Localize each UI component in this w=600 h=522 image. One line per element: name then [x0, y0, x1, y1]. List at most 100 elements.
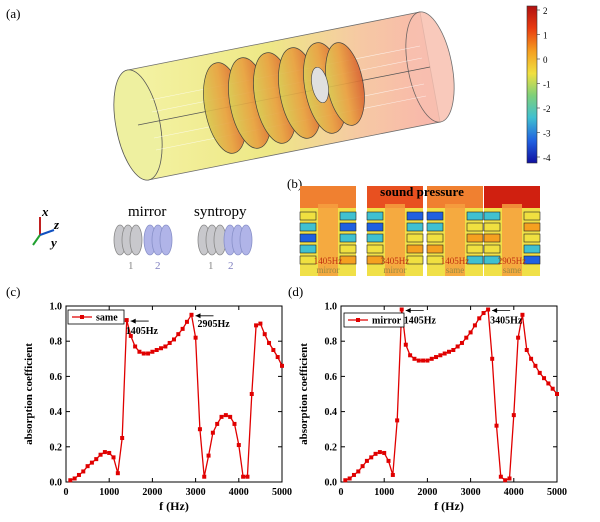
- pressure-cell-freq: 2905Hz: [498, 256, 527, 266]
- data-point: [403, 342, 408, 347]
- syntropy-label: syntropy: [194, 204, 247, 220]
- data-point: [516, 335, 521, 340]
- data-point: [85, 464, 90, 469]
- axes-icon: x z y: [32, 204, 60, 250]
- y-axis-label: absorption coefficient: [298, 343, 310, 445]
- data-point: [520, 312, 525, 317]
- data-point: [280, 363, 284, 368]
- data-point: [197, 427, 202, 432]
- x-tick-label: 2000: [142, 487, 162, 498]
- data-point: [395, 418, 400, 423]
- data-point: [390, 472, 395, 477]
- data-point: [128, 333, 133, 338]
- mirror-num-2: 2: [155, 260, 161, 272]
- y-tick-label: 0.4: [325, 407, 338, 418]
- data-point: [150, 349, 155, 354]
- data-point: [429, 356, 434, 361]
- data-point: [425, 358, 430, 363]
- data-point: [89, 460, 94, 465]
- axis-x-letter: x: [41, 204, 49, 219]
- sound-pressure-title: sound pressure: [380, 184, 464, 199]
- data-point: [408, 353, 413, 358]
- data-point: [507, 476, 512, 481]
- x-tick-label: 1000: [374, 487, 394, 498]
- data-point: [524, 348, 529, 352]
- data-point: [137, 349, 142, 354]
- mirror-icon: mirror 1 2: [113, 204, 173, 272]
- legend-box: [67, 309, 125, 325]
- data-point: [271, 348, 276, 352]
- data-point: [163, 344, 168, 349]
- data-point: [236, 443, 241, 448]
- data-point: [451, 348, 456, 352]
- data-point: [249, 392, 254, 396]
- y-axis-label: absorption coefficient: [23, 343, 35, 445]
- annotation-arrowhead: [405, 308, 411, 314]
- data-point: [189, 312, 194, 317]
- data-point: [124, 318, 129, 323]
- data-point: [176, 332, 181, 337]
- y-tick-label: 0.2: [50, 442, 63, 453]
- x-tick-label: 5000: [272, 487, 292, 498]
- x-axis-label: f (Hz): [159, 499, 189, 513]
- data-point: [472, 323, 477, 328]
- data-point: [533, 363, 538, 368]
- data-point: [399, 307, 404, 312]
- annotation-label: 1405Hz: [404, 316, 437, 327]
- data-point: [343, 478, 348, 483]
- data-point: [184, 319, 189, 324]
- data-point: [267, 340, 272, 345]
- annotation-label: 1405Hz: [126, 326, 159, 337]
- data-point: [180, 326, 185, 331]
- data-point: [434, 355, 439, 360]
- data-point: [223, 413, 228, 418]
- data-point: [477, 316, 482, 321]
- annotation-arrowhead: [492, 308, 498, 314]
- mirror-label: mirror: [128, 204, 166, 220]
- data-point: [262, 332, 267, 337]
- data-point: [486, 307, 491, 312]
- data-point: [215, 421, 220, 426]
- legend-label: mirror: [372, 316, 402, 327]
- chart-d: 0 1000 2000 3000 4000 5000 0.0 0.2 0.4 0.6 0.8 1.0 f…: [298, 302, 567, 514]
- data-point: [546, 381, 551, 386]
- pressure-cell-freq: 3405Hz: [381, 256, 410, 266]
- data-point: [447, 349, 451, 354]
- syntropy-icon: syntropy 1 2: [194, 204, 253, 272]
- data-point: [386, 458, 391, 463]
- data-point: [468, 330, 473, 335]
- data-point: [232, 421, 237, 426]
- data-point: [133, 344, 138, 349]
- y-tick-label: 0.0: [50, 478, 63, 489]
- data-point: [193, 335, 198, 340]
- colorbar-tick-label: 2: [543, 6, 548, 16]
- data-point: [542, 376, 547, 381]
- data-point: [412, 356, 417, 361]
- y-tick-label: 0.0: [325, 478, 338, 489]
- data-point: [241, 474, 246, 479]
- data-point: [245, 474, 250, 479]
- data-point: [228, 414, 233, 419]
- pressure-cell-mode: mirror: [384, 265, 407, 275]
- x-tick-label: 1000: [99, 487, 119, 498]
- pressure-cell-mode: mirror: [317, 265, 340, 275]
- data-point: [442, 351, 447, 356]
- colorbar-tick-label: -4: [543, 153, 551, 163]
- x-axis-label: f (Hz): [434, 499, 464, 513]
- data-point: [81, 469, 86, 474]
- data-point: [490, 356, 495, 361]
- axis-y-letter: y: [49, 235, 57, 250]
- data-point: [98, 452, 103, 457]
- panel-label-a: (a): [6, 6, 20, 21]
- panel-label-c: (c): [6, 284, 20, 299]
- colorbar-tick-label: -2: [543, 104, 551, 114]
- syntropy-num-1: 1: [208, 260, 214, 272]
- pressure-cell-freq: 1405Hz: [441, 256, 470, 266]
- data-point: [120, 436, 125, 440]
- data-point: [481, 311, 486, 316]
- data-point: [351, 472, 356, 477]
